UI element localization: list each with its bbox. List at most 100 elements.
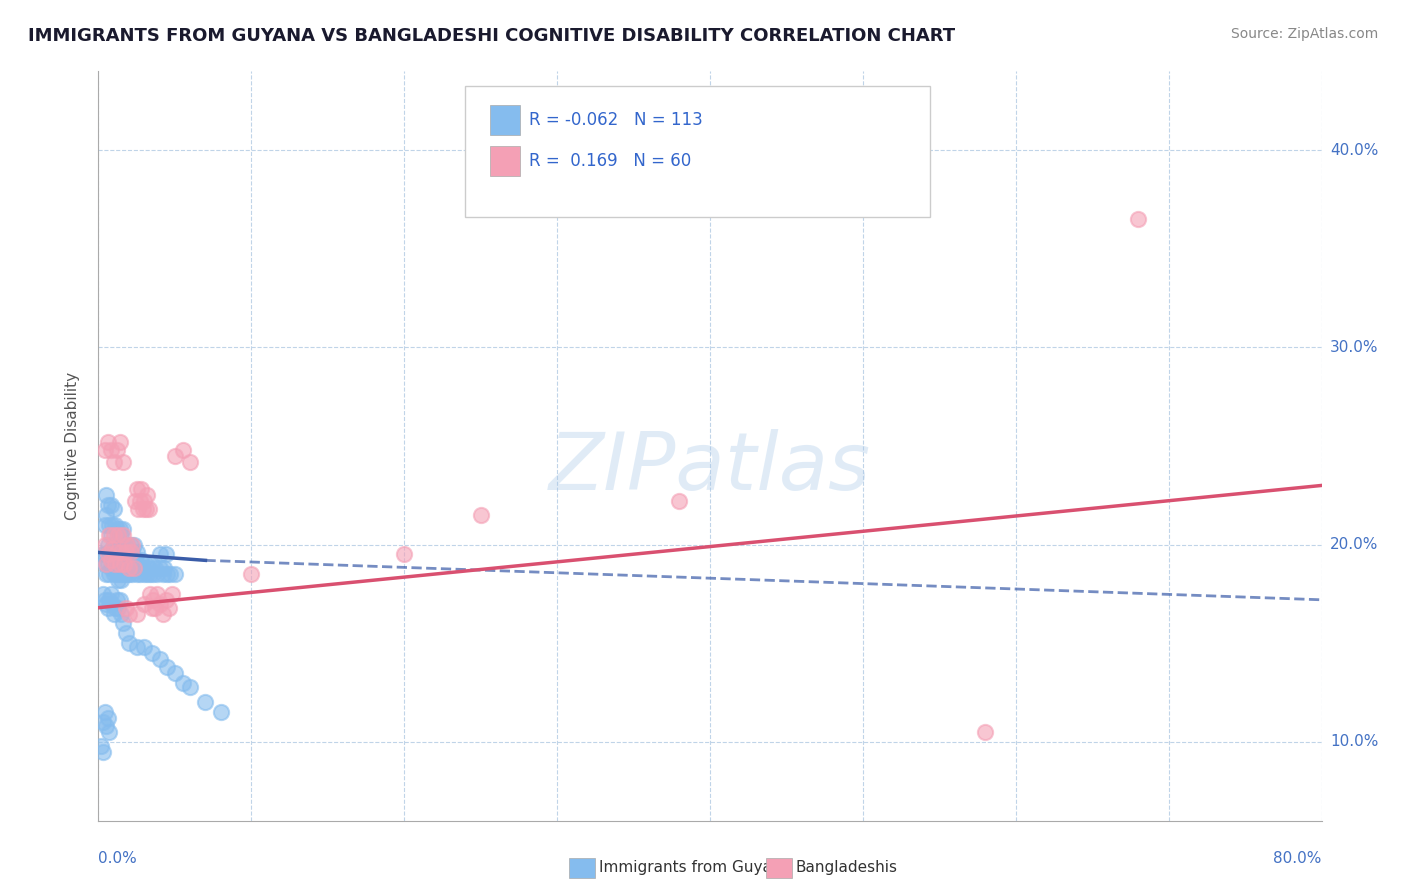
- Point: [110, 558, 132, 572]
- Point: [134, 494, 156, 508]
- Text: 80.0%: 80.0%: [1274, 851, 1322, 866]
- Point: [136, 567, 159, 582]
- Point: [107, 600, 129, 615]
- Point: [152, 607, 174, 621]
- Point: [100, 548, 122, 562]
- Point: [108, 567, 131, 582]
- Point: [139, 587, 162, 601]
- Point: [125, 607, 148, 621]
- Point: [128, 567, 150, 582]
- Point: [103, 551, 125, 566]
- Text: Immigrants from Guyana: Immigrants from Guyana: [599, 861, 790, 875]
- Point: [103, 538, 125, 552]
- Point: [101, 541, 124, 556]
- Point: [149, 561, 172, 575]
- Point: [135, 502, 157, 516]
- Point: [668, 494, 690, 508]
- Text: 10.0%: 10.0%: [1330, 734, 1378, 749]
- Point: [120, 538, 142, 552]
- Point: [141, 646, 163, 660]
- Point: [118, 636, 141, 650]
- Point: [118, 567, 141, 582]
- Point: [94, 508, 117, 522]
- Point: [111, 455, 134, 469]
- Point: [125, 483, 148, 497]
- Point: [111, 567, 134, 582]
- Point: [120, 545, 142, 559]
- Point: [132, 502, 155, 516]
- Point: [101, 541, 124, 556]
- Point: [100, 561, 122, 575]
- Point: [98, 592, 121, 607]
- Point: [105, 545, 128, 559]
- Point: [94, 548, 117, 562]
- Point: [134, 640, 156, 654]
- Point: [149, 652, 172, 666]
- Point: [115, 541, 138, 556]
- Point: [209, 705, 232, 719]
- Point: [172, 675, 194, 690]
- Point: [118, 545, 141, 559]
- Point: [112, 538, 135, 552]
- Point: [101, 597, 124, 611]
- Point: [117, 538, 139, 552]
- Point: [104, 600, 127, 615]
- Text: 0.0%: 0.0%: [98, 851, 138, 866]
- Point: [98, 567, 121, 582]
- Bar: [489, 146, 520, 177]
- Point: [122, 561, 145, 575]
- Point: [98, 527, 121, 541]
- Point: [100, 527, 122, 541]
- Point: [127, 558, 149, 572]
- Point: [125, 640, 148, 654]
- Point: [105, 442, 128, 457]
- Point: [110, 527, 132, 541]
- Point: [110, 607, 132, 621]
- Point: [110, 573, 132, 587]
- Point: [118, 561, 141, 575]
- Point: [104, 517, 127, 532]
- Y-axis label: Cognitive Disability: Cognitive Disability: [65, 372, 80, 520]
- Text: Bangladeshis: Bangladeshis: [796, 861, 898, 875]
- Point: [104, 558, 127, 572]
- Point: [108, 592, 131, 607]
- Point: [470, 508, 492, 522]
- Point: [103, 455, 125, 469]
- Point: [120, 561, 142, 575]
- Point: [103, 607, 125, 621]
- Point: [108, 558, 131, 572]
- Point: [93, 592, 115, 607]
- Point: [97, 498, 120, 512]
- Point: [129, 483, 152, 497]
- Point: [132, 561, 155, 575]
- Point: [111, 616, 134, 631]
- Point: [97, 435, 120, 450]
- Point: [98, 548, 121, 562]
- Text: ZIPatlas: ZIPatlas: [548, 429, 872, 508]
- Point: [121, 545, 143, 559]
- Point: [94, 567, 117, 582]
- Point: [110, 545, 132, 559]
- Point: [141, 558, 163, 572]
- Text: 30.0%: 30.0%: [1330, 340, 1378, 355]
- Point: [97, 600, 120, 615]
- Point: [179, 680, 201, 694]
- Point: [94, 597, 117, 611]
- Point: [112, 558, 135, 572]
- Point: [163, 449, 186, 463]
- Point: [149, 548, 172, 562]
- Point: [104, 545, 127, 559]
- Point: [142, 567, 165, 582]
- Point: [90, 739, 112, 753]
- Point: [115, 567, 138, 582]
- Point: [121, 538, 143, 552]
- Point: [142, 592, 165, 607]
- Point: [143, 561, 166, 575]
- Point: [100, 442, 122, 457]
- Point: [107, 553, 129, 567]
- Point: [163, 567, 186, 582]
- Point: [129, 553, 152, 567]
- Point: [118, 607, 141, 621]
- Point: [115, 600, 138, 615]
- Point: [103, 527, 125, 541]
